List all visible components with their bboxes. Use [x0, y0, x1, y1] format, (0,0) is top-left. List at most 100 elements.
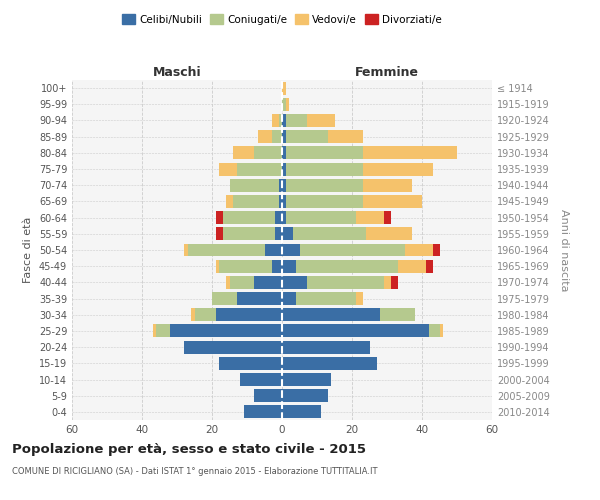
Bar [286, 211, 355, 224]
Bar [215, 308, 282, 321]
Bar [152, 324, 156, 338]
Bar [215, 228, 223, 240]
Bar [187, 244, 265, 256]
Bar [293, 228, 366, 240]
Bar [307, 114, 335, 127]
Bar [296, 292, 355, 305]
Bar [282, 114, 286, 127]
Bar [229, 276, 254, 289]
Bar [282, 389, 328, 402]
Bar [282, 406, 320, 418]
Bar [219, 260, 271, 272]
Bar [286, 162, 362, 175]
Bar [156, 324, 170, 338]
Bar [244, 406, 282, 418]
Bar [282, 292, 296, 305]
Bar [282, 195, 286, 208]
Text: COMUNE DI RICIGLIANO (SA) - Dati ISTAT 1° gennaio 2015 - Elaborazione TUTTITALIA: COMUNE DI RICIGLIANO (SA) - Dati ISTAT 1… [12, 468, 377, 476]
Bar [240, 373, 282, 386]
Bar [271, 260, 282, 272]
Bar [286, 130, 328, 143]
Bar [170, 324, 282, 338]
Bar [282, 211, 286, 224]
Bar [282, 357, 377, 370]
Bar [282, 340, 370, 353]
Bar [307, 276, 383, 289]
Bar [282, 98, 286, 111]
Bar [278, 114, 282, 127]
Bar [282, 82, 286, 94]
Bar [439, 324, 443, 338]
Bar [282, 179, 286, 192]
Bar [429, 324, 439, 338]
Bar [236, 162, 282, 175]
Bar [282, 146, 286, 160]
Bar [184, 340, 282, 353]
Bar [194, 308, 215, 321]
Legend: Celibi/Nubili, Coniugati/e, Vedovi/e, Divorziati/e: Celibi/Nubili, Coniugati/e, Vedovi/e, Di… [118, 10, 446, 29]
Bar [282, 324, 429, 338]
Bar [296, 260, 398, 272]
Bar [286, 179, 362, 192]
Bar [282, 228, 293, 240]
Bar [191, 308, 194, 321]
Y-axis label: Fasce di età: Fasce di età [23, 217, 33, 283]
Bar [254, 276, 282, 289]
Bar [391, 276, 398, 289]
Bar [257, 130, 271, 143]
Bar [229, 179, 278, 192]
Bar [404, 244, 433, 256]
Bar [236, 292, 282, 305]
Bar [282, 260, 296, 272]
Bar [366, 228, 412, 240]
Bar [254, 146, 282, 160]
Bar [215, 211, 223, 224]
Y-axis label: Anni di nascita: Anni di nascita [559, 208, 569, 291]
Bar [219, 162, 236, 175]
Text: Popolazione per età, sesso e stato civile - 2015: Popolazione per età, sesso e stato civil… [12, 442, 366, 456]
Bar [282, 244, 299, 256]
Bar [275, 228, 282, 240]
Bar [425, 260, 433, 272]
Bar [355, 211, 383, 224]
Bar [282, 308, 380, 321]
Bar [282, 373, 331, 386]
Bar [398, 260, 425, 272]
Bar [362, 179, 412, 192]
Bar [233, 195, 278, 208]
Bar [275, 211, 282, 224]
Bar [282, 130, 286, 143]
Bar [380, 308, 415, 321]
Bar [328, 130, 362, 143]
Bar [219, 357, 282, 370]
Bar [286, 146, 362, 160]
Bar [299, 244, 404, 256]
Bar [223, 211, 275, 224]
Bar [271, 130, 282, 143]
Bar [278, 179, 282, 192]
Bar [226, 195, 233, 208]
Bar [215, 260, 219, 272]
Bar [282, 276, 307, 289]
Bar [282, 162, 286, 175]
Bar [362, 146, 457, 160]
Bar [265, 244, 282, 256]
Bar [223, 228, 275, 240]
Bar [383, 276, 391, 289]
Text: Maschi: Maschi [152, 66, 202, 79]
Text: Femmine: Femmine [355, 66, 419, 79]
Bar [362, 162, 433, 175]
Bar [355, 292, 362, 305]
Bar [212, 292, 236, 305]
Bar [286, 114, 307, 127]
Bar [184, 244, 187, 256]
Bar [278, 195, 282, 208]
Bar [433, 244, 439, 256]
Bar [286, 98, 289, 111]
Bar [383, 211, 391, 224]
Bar [254, 389, 282, 402]
Bar [286, 195, 362, 208]
Bar [233, 146, 254, 160]
Bar [226, 276, 229, 289]
Bar [362, 195, 422, 208]
